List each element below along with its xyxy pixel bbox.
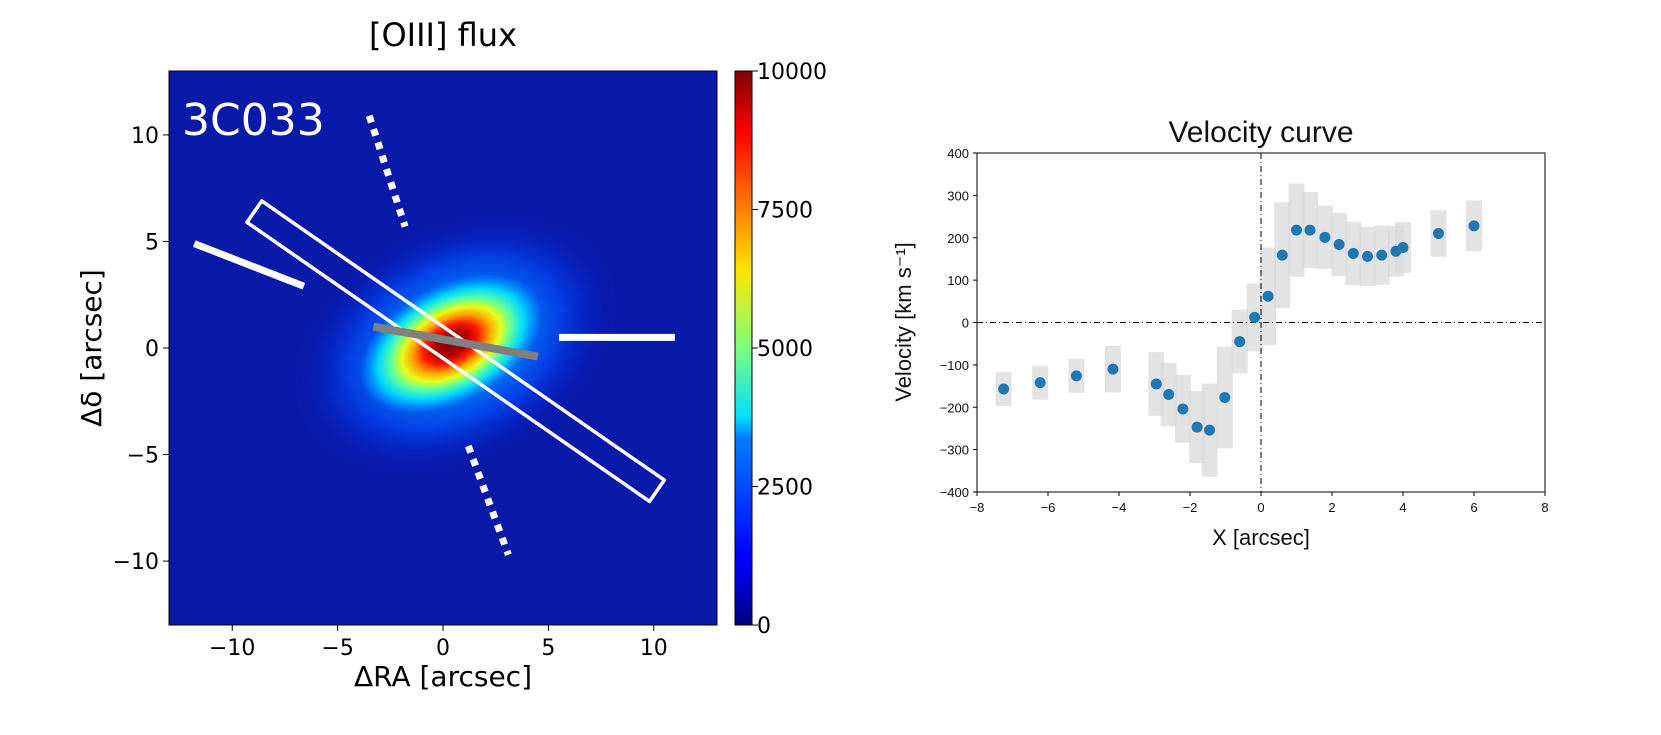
- velocity-reference-lines: [977, 153, 1545, 492]
- colorbar-tick-label: 10000: [757, 60, 827, 85]
- velocity-y-ticks: −400 −300 −200 −100 0 100 200 300 400: [940, 146, 977, 500]
- velocity-y-tick-label: 400: [947, 146, 969, 161]
- flux-map-y-tick-label: 5: [145, 230, 159, 255]
- velocity-point: [1433, 228, 1444, 240]
- velocity-x-tick-label: 0: [1257, 500, 1264, 515]
- velocity-y-tick-label: −300: [940, 443, 969, 458]
- colorbar-tick-label: 7500: [757, 199, 813, 224]
- velocity-point: [1107, 363, 1119, 375]
- flux-map-x-tick-label: 10: [640, 636, 668, 661]
- flux-map-y-ticks: −10 −5 0 5 10: [113, 124, 169, 575]
- kinematic-axis-line: [372, 322, 539, 361]
- colorbar-tick-label: 5000: [757, 337, 813, 362]
- velocity-point: [1262, 290, 1274, 302]
- velocity-y-tick-label: 0: [962, 316, 969, 331]
- velocity-points: [998, 220, 1480, 436]
- velocity-point: [1397, 241, 1409, 253]
- dotted-axis-line-1: [365, 114, 409, 228]
- flux-map-y-axis-label: Δδ [arcsec]: [75, 269, 108, 427]
- velocity-point: [1276, 249, 1288, 261]
- flux-map-x-tick-label: −5: [321, 636, 353, 661]
- velocity-point: [1304, 224, 1316, 236]
- velocity-x-tick-label: −2: [1183, 500, 1198, 515]
- flux-map-title: [OIII] flux: [369, 16, 517, 54]
- flux-map-panel: [OIII] flux 3C033 −10 −5 0 5 10 −10 −5 0 5 10 ΔR…: [75, 16, 827, 693]
- flux-map-y-tick-label: 10: [131, 124, 159, 149]
- flux-image: [169, 71, 717, 625]
- flux-map-x-tick-label: 0: [436, 636, 450, 661]
- velocity-point: [1204, 424, 1216, 436]
- colorbar-ticks: 0 2500 5000 7500 10000: [752, 60, 827, 639]
- velocity-x-tick-label: 6: [1470, 500, 1477, 515]
- velocity-y-tick-label: −200: [940, 400, 969, 415]
- velocity-curve-title: Velocity curve: [1168, 116, 1353, 149]
- velocity-point: [1376, 249, 1388, 261]
- velocity-y-tick-label: 100: [947, 273, 969, 288]
- colorbar-gradient: [734, 70, 753, 626]
- velocity-y-axis-label: Velocity [km s⁻¹]: [891, 242, 916, 402]
- velocity-point: [998, 383, 1010, 395]
- velocity-x-axis-label: X [arcsec]: [1212, 525, 1310, 550]
- velocity-x-tick-label: 2: [1328, 500, 1335, 515]
- velocity-x-tick-label: −4: [1112, 500, 1127, 515]
- velocity-y-tick-label: −100: [940, 358, 969, 373]
- colorbar-tick-label: 2500: [757, 476, 813, 501]
- velocity-x-tick-label: 4: [1399, 500, 1406, 515]
- velocity-point: [1319, 231, 1331, 243]
- flux-map-x-tick-label: −10: [209, 636, 255, 661]
- velocity-point: [1219, 392, 1231, 404]
- map-overlays: [193, 114, 675, 556]
- source-name-label: 3C033: [182, 95, 325, 146]
- velocity-x-tick-label: 8: [1541, 500, 1548, 515]
- velocity-curve-panel: Velocity curve −8 −6 −4 −2 0 2 4 6 8 −400 −300 −20…: [891, 116, 1549, 550]
- flux-map-y-tick-label: −10: [113, 550, 159, 575]
- flux-map-y-tick-label: −5: [127, 444, 159, 469]
- velocity-point: [1191, 421, 1203, 433]
- velocity-x-tick-label: −6: [1041, 500, 1056, 515]
- colorbar-tick-label: 0: [757, 614, 771, 639]
- velocity-point: [1034, 377, 1046, 389]
- flux-map-x-tick-label: 5: [541, 636, 555, 661]
- velocity-x-tick-label: −8: [970, 500, 985, 515]
- velocity-point: [1291, 224, 1302, 236]
- dotted-axis-line-2: [465, 444, 512, 556]
- velocity-point: [1070, 370, 1082, 382]
- velocity-point: [1163, 389, 1175, 401]
- velocity-y-tick-label: −400: [940, 485, 969, 500]
- white-bar-1: [193, 240, 306, 290]
- colorbar: 0 2500 5000 7500 10000: [734, 60, 827, 639]
- velocity-y-tick-label: 300: [947, 188, 969, 203]
- velocity-point: [1234, 336, 1246, 348]
- velocity-point: [1177, 403, 1189, 415]
- velocity-point: [1333, 239, 1345, 251]
- velocity-point: [1468, 220, 1480, 232]
- velocity-point: [1362, 250, 1373, 262]
- velocity-point: [1249, 311, 1261, 323]
- slit-box: [245, 199, 667, 504]
- velocity-error-bands: [995, 183, 1482, 477]
- flux-map-x-ticks: −10 −5 0 5 10: [209, 625, 668, 661]
- flux-map-y-tick-label: 0: [145, 337, 159, 362]
- velocity-point: [1150, 378, 1162, 390]
- velocity-x-ticks: −8 −6 −4 −2 0 2 4 6 8: [970, 492, 1549, 515]
- flux-map-x-axis-label: ΔRA [arcsec]: [354, 660, 532, 693]
- velocity-y-tick-label: 200: [947, 231, 969, 246]
- velocity-point: [1347, 247, 1359, 259]
